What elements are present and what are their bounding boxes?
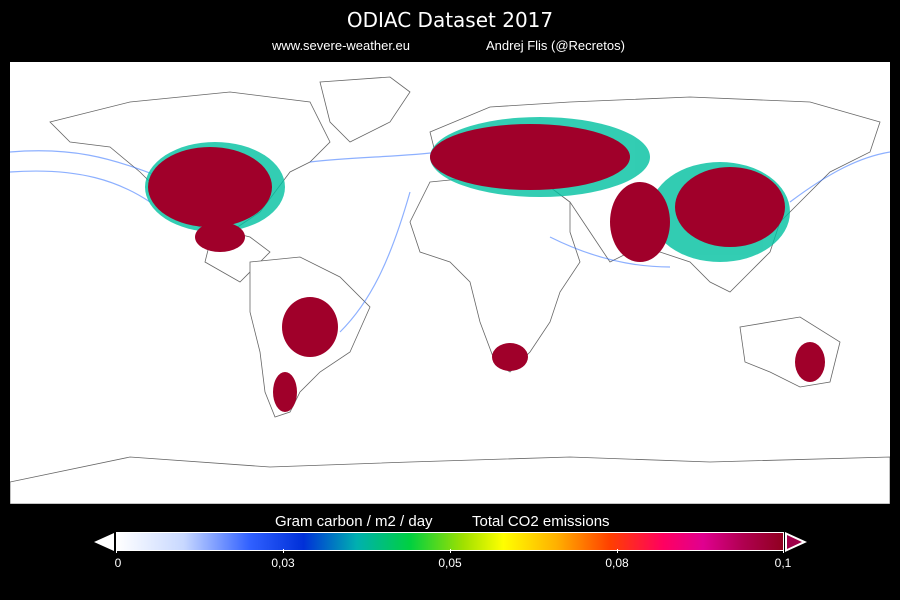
asia-pacific-lane	[789, 151, 890, 203]
antarctica-outline	[10, 456, 890, 504]
emission-hotspots	[145, 117, 825, 412]
argentina-hotspot	[273, 372, 297, 412]
map-svg	[10, 76, 890, 504]
mexico-hotspot	[195, 222, 245, 252]
india-hotspot	[610, 182, 670, 262]
colorbar-tick-label: 0,1	[774, 556, 792, 570]
greenland-outline	[319, 76, 411, 143]
colorbar-min-arrow	[94, 533, 114, 551]
colorbar-tick-label: 0,08	[605, 556, 629, 570]
colorbar-tickmark	[450, 549, 451, 553]
colorbar-tickmark	[116, 549, 117, 553]
colorbar-tickmark	[783, 549, 784, 553]
author-credit: Andrej Flis (@Recretos)	[486, 38, 625, 53]
world-emissions-map	[10, 62, 890, 504]
colorbar-tickmark	[283, 549, 284, 553]
indian-ocean-lane	[549, 236, 671, 268]
colorbar-tick-label: 0	[114, 556, 122, 570]
website-credit: www.severe-weather.eu	[272, 38, 411, 53]
atlantic-lane	[309, 151, 441, 163]
colorbar-tickmark	[617, 549, 618, 553]
east-australia-hotspot	[795, 342, 825, 382]
south-africa-hotspot	[492, 343, 528, 371]
pacific-lane-north	[10, 150, 161, 178]
shipping-lanes	[10, 150, 890, 333]
brazil-hotspot	[282, 297, 338, 357]
europe-asia-hotspot	[430, 124, 630, 190]
south-atlantic-lane	[339, 191, 411, 333]
africa-outline	[409, 171, 581, 373]
north-america-hotspot	[148, 147, 272, 227]
pacific-lane-south	[10, 170, 151, 203]
map-title: ODIAC Dataset 2017	[346, 8, 554, 32]
colorbar-max-arrow	[785, 532, 807, 552]
colorbar-variable-label: Total CO2 emissions	[472, 513, 610, 530]
australia-outline	[739, 316, 841, 388]
colorbar-tick-label: 0,03	[271, 556, 295, 570]
colorbar-tick-label: 0,05	[438, 556, 462, 570]
colorbar-unit-label: Gram carbon / m2 / day	[275, 513, 433, 530]
china-hotspot	[675, 167, 785, 247]
